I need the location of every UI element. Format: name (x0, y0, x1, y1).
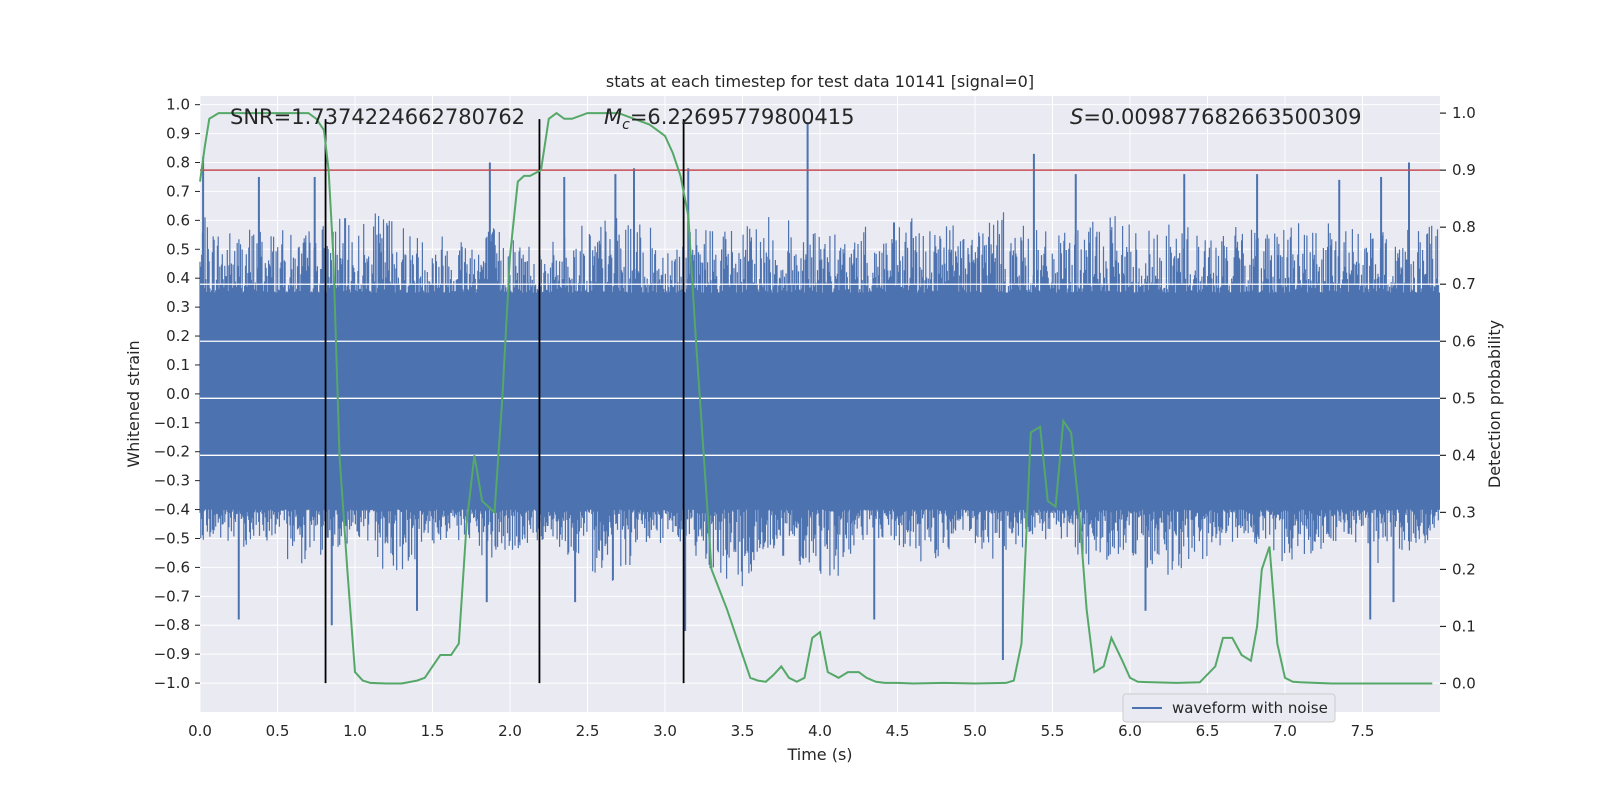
snr-annotation: SNR=1.7374224662780762 (230, 105, 525, 129)
y-tick-label: −0.5 (154, 529, 190, 547)
y-tick-label: 0.9 (166, 125, 190, 143)
y-axis-right: 1.0 0.9 0.8 0.7 0.6 0.5 0.4 0.3 0.2 0.1 0.0 (1440, 104, 1476, 692)
chirp-mass-value: =6.22695779800415 (630, 105, 855, 129)
waveform-series (199, 122, 1440, 660)
x-tick-label: 2.0 (498, 722, 522, 740)
x-tick-label: 3.5 (731, 722, 755, 740)
overlay-grid-lines (200, 283, 1440, 456)
y-tick-label: 0.2 (166, 327, 190, 345)
y-tick-label: −0.7 (154, 587, 190, 605)
x-tick-label: 6.5 (1196, 722, 1220, 740)
x-tick-label: 0.5 (266, 722, 290, 740)
y-tick-label: −0.8 (154, 616, 190, 634)
x-tick-label: 5.5 (1041, 722, 1065, 740)
y-tick-label: −0.3 (154, 472, 190, 490)
y-tick-label: 0.0 (166, 385, 190, 403)
y-tick-label: 0.5 (166, 240, 190, 258)
x-tick-label: 7.0 (1273, 722, 1297, 740)
y-tick-label: 1.0 (166, 96, 190, 114)
y2-tick-label: 0.4 (1452, 446, 1476, 464)
y2-tick-label: 0.0 (1452, 674, 1476, 692)
y-tick-label: 0.8 (166, 154, 190, 172)
y2-tick-label: 0.8 (1452, 218, 1476, 236)
y-tick-label: 0.7 (166, 182, 190, 200)
x-tick-label: 6.0 (1118, 722, 1142, 740)
y-axis-left: 1.0 0.9 0.8 0.7 0.6 0.5 0.4 0.3 0.2 0.1 0.0 −0.1 −0.… (154, 96, 200, 692)
x-tick-label: 2.5 (576, 722, 600, 740)
y-tick-label: −0.6 (154, 558, 190, 576)
y-tick-label: −0.9 (154, 645, 190, 663)
x-tick-label: 3.0 (653, 722, 677, 740)
detection-vlines (324, 119, 685, 684)
y2-tick-label: 0.1 (1452, 617, 1476, 635)
y-axis-label: Whitened strain (124, 340, 143, 467)
x-tick-label: 1.0 (343, 722, 367, 740)
y-tick-label: 0.6 (166, 211, 190, 229)
y2-tick-label: 1.0 (1452, 104, 1476, 122)
y2-tick-label: 0.9 (1452, 161, 1476, 179)
y-tick-label: 0.4 (166, 269, 190, 287)
y2-tick-label: 0.3 (1452, 503, 1476, 521)
y2-tick-label: 0.5 (1452, 389, 1476, 407)
chirp-mass-subscript: c (622, 117, 630, 133)
y-tick-label: −0.4 (154, 501, 190, 519)
legend-box (1122, 693, 1336, 723)
x-tick-label: 5.0 (963, 722, 987, 740)
x-tick-label: 7.5 (1351, 722, 1375, 740)
x-axis: 0.0 0.5 1.0 1.5 2.0 2.5 3.0 3.5 4.0 4.5 5.0 5.5 6.0 6… (188, 722, 1374, 740)
probability-series (199, 111, 1433, 685)
y-tick-label: 0.3 (166, 298, 190, 316)
y2-tick-label: 0.2 (1452, 560, 1476, 578)
x-tick-label: 1.5 (421, 722, 445, 740)
y-tick-label: −1.0 (154, 674, 190, 692)
s-symbol: S (1070, 105, 1083, 129)
x-axis-label: Time (s) (786, 745, 852, 764)
chirp-mass-symbol: M (604, 105, 622, 129)
chirp-mass-annotation: Mc=6.22695779800415 (604, 105, 855, 133)
y-tick-label: −0.1 (154, 414, 190, 432)
x-tick-label: 4.0 (808, 722, 832, 740)
x-tick-label: 0.0 (188, 722, 212, 740)
s-annotation: S=0.009877682663500309 (1070, 105, 1361, 129)
legend: waveform with noise (1122, 693, 1336, 723)
y2-tick-label: 0.6 (1452, 332, 1476, 350)
y2-tick-label: 0.7 (1452, 275, 1476, 293)
legend-label: waveform with noise (1172, 699, 1328, 717)
s-value: =0.009877682663500309 (1083, 105, 1361, 129)
y-tick-label: 0.1 (166, 356, 190, 374)
y-tick-label: −0.2 (154, 443, 190, 461)
y2-axis-label: Detection probability (1485, 320, 1504, 488)
chart-title: stats at each timestep for test data 101… (606, 72, 1034, 91)
x-tick-label: 4.5 (886, 722, 910, 740)
